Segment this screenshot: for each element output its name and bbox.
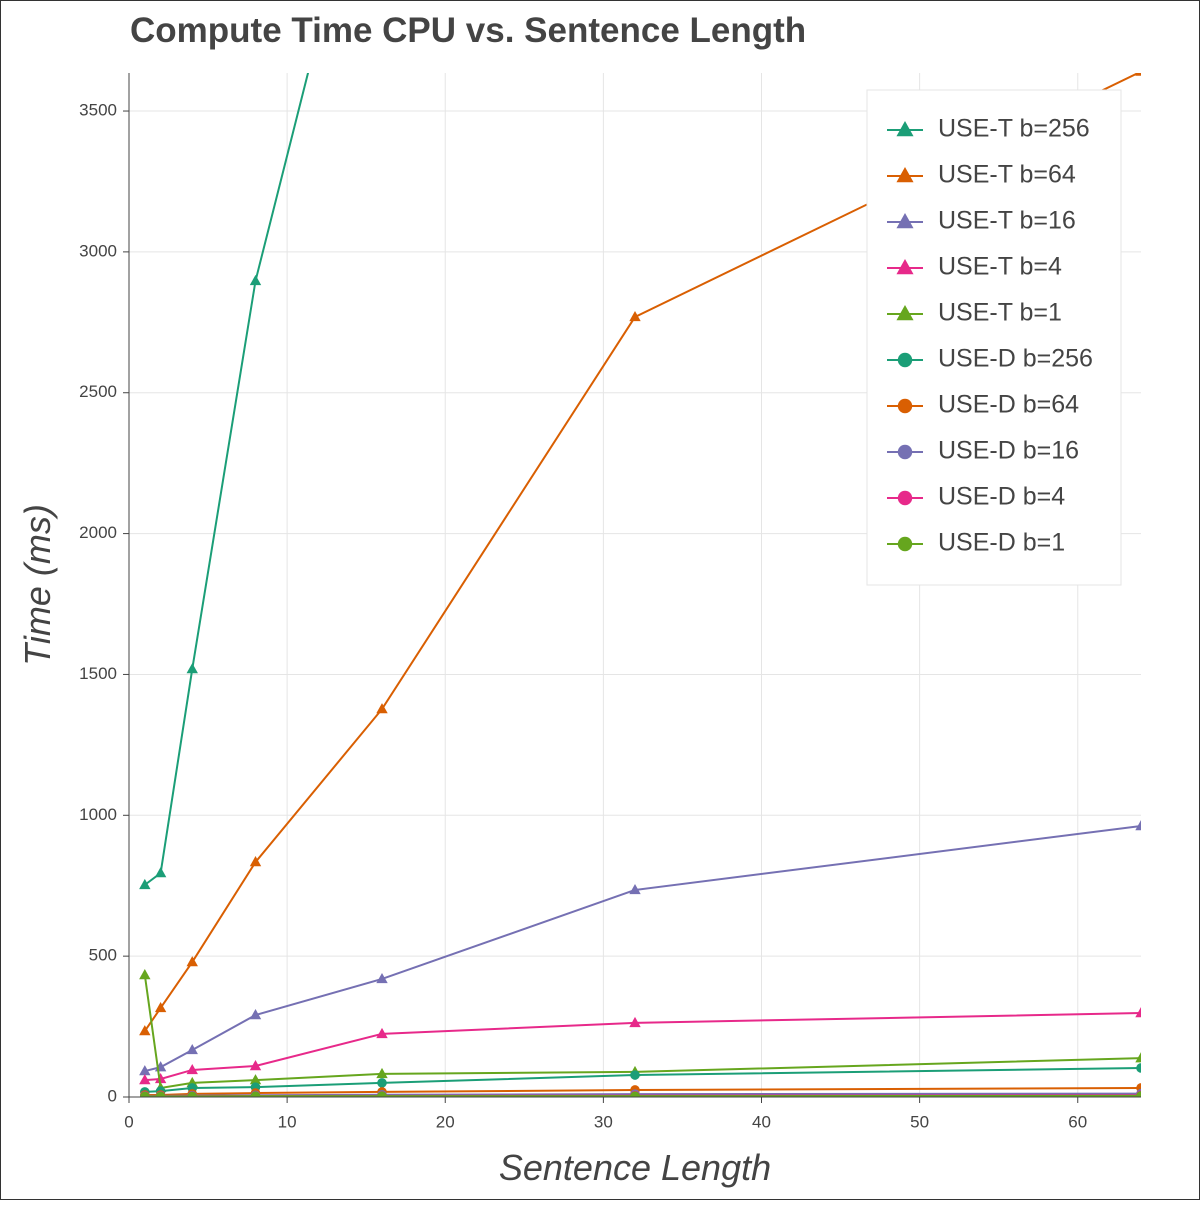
marker: [186, 1063, 198, 1075]
marker: [186, 663, 198, 674]
marker: [249, 1060, 262, 1071]
marker: [139, 1025, 151, 1036]
legend-label: USE-D b=16: [938, 437, 1079, 465]
marker: [186, 1043, 198, 1055]
marker: [187, 1091, 198, 1097]
marker: [897, 352, 913, 368]
y-tick-label: 3000: [79, 241, 117, 260]
marker: [629, 1016, 641, 1028]
y-tick-label: 500: [89, 946, 117, 965]
marker: [140, 1091, 150, 1097]
marker: [629, 883, 641, 895]
legend-label: USE-T b=4: [938, 253, 1062, 281]
legend-label: USE-T b=16: [938, 207, 1076, 235]
marker: [376, 703, 388, 714]
marker: [1135, 1007, 1141, 1018]
y-tick-label: 1500: [79, 664, 117, 683]
marker: [896, 121, 914, 137]
x-tick-label: 0: [124, 1112, 133, 1131]
y-axis-label: Time (ms): [17, 504, 58, 666]
marker: [1135, 819, 1141, 831]
legend-label: USE-D b=4: [938, 483, 1065, 511]
legend: USE-T b=256 USE-T b=64 USE-T b=16 USE-T b=4…: [866, 89, 1122, 586]
marker: [377, 1078, 387, 1088]
marker: [139, 969, 151, 980]
marker: [896, 167, 914, 183]
marker: [154, 867, 167, 878]
y-tick-label: 1000: [79, 805, 117, 824]
marker: [139, 1065, 151, 1076]
plot-area: [139, 73, 1141, 1097]
marker: [376, 1067, 388, 1079]
marker: [630, 1091, 640, 1097]
marker: [249, 856, 262, 867]
marker: [376, 972, 388, 984]
legend-label: USE-D b=256: [938, 345, 1093, 373]
y-tick-label: 3500: [79, 101, 117, 120]
marker: [139, 878, 151, 890]
axes: 0 10 20 30 40 50 60 0 500 1000 1500 2000 2500 3000 350…: [79, 73, 1141, 1131]
marker: [897, 536, 913, 552]
marker: [897, 398, 913, 414]
marker: [1135, 73, 1141, 76]
marker: [155, 1091, 166, 1097]
marker: [376, 1027, 388, 1039]
y-tick-label: 2000: [79, 523, 117, 542]
legend-label: USE-T b=256: [938, 115, 1090, 143]
marker: [629, 310, 641, 322]
marker: [186, 956, 198, 967]
marker: [1136, 1091, 1141, 1097]
legend-label: USE-T b=1: [938, 299, 1062, 327]
x-tick-label: 40: [752, 1112, 771, 1131]
legend-label: USE-D b=1: [938, 529, 1065, 557]
x-tick-label: 30: [594, 1112, 613, 1131]
marker: [139, 1074, 151, 1085]
marker: [154, 1072, 167, 1084]
marker: [1136, 1063, 1141, 1073]
marker: [377, 1091, 387, 1097]
marker: [249, 274, 262, 286]
marker: [249, 1074, 262, 1085]
y-tick-label: 2500: [79, 382, 117, 401]
y-tick-label: 0: [108, 1086, 117, 1105]
x-axis-label: Sentence Length: [499, 1147, 771, 1188]
marker: [896, 305, 914, 321]
marker: [896, 213, 914, 229]
x-tick-label: 20: [436, 1112, 455, 1131]
marker: [249, 1009, 262, 1020]
x-tick-label: 50: [910, 1112, 929, 1131]
x-tick-label: 60: [1068, 1112, 1087, 1131]
chart-title: Compute Time CPU vs. Sentence Length: [130, 11, 806, 50]
marker: [897, 444, 913, 460]
marker: [896, 259, 914, 275]
marker: [1135, 1052, 1141, 1063]
legend-label: USE-T b=64: [938, 161, 1076, 189]
legend-label: USE-D b=64: [938, 391, 1079, 419]
marker: [897, 490, 913, 506]
x-tick-label: 10: [278, 1112, 297, 1131]
marker: [250, 1091, 261, 1097]
marker: [630, 1070, 640, 1080]
marker: [154, 1001, 167, 1013]
series-line: [144, 1094, 1141, 1097]
